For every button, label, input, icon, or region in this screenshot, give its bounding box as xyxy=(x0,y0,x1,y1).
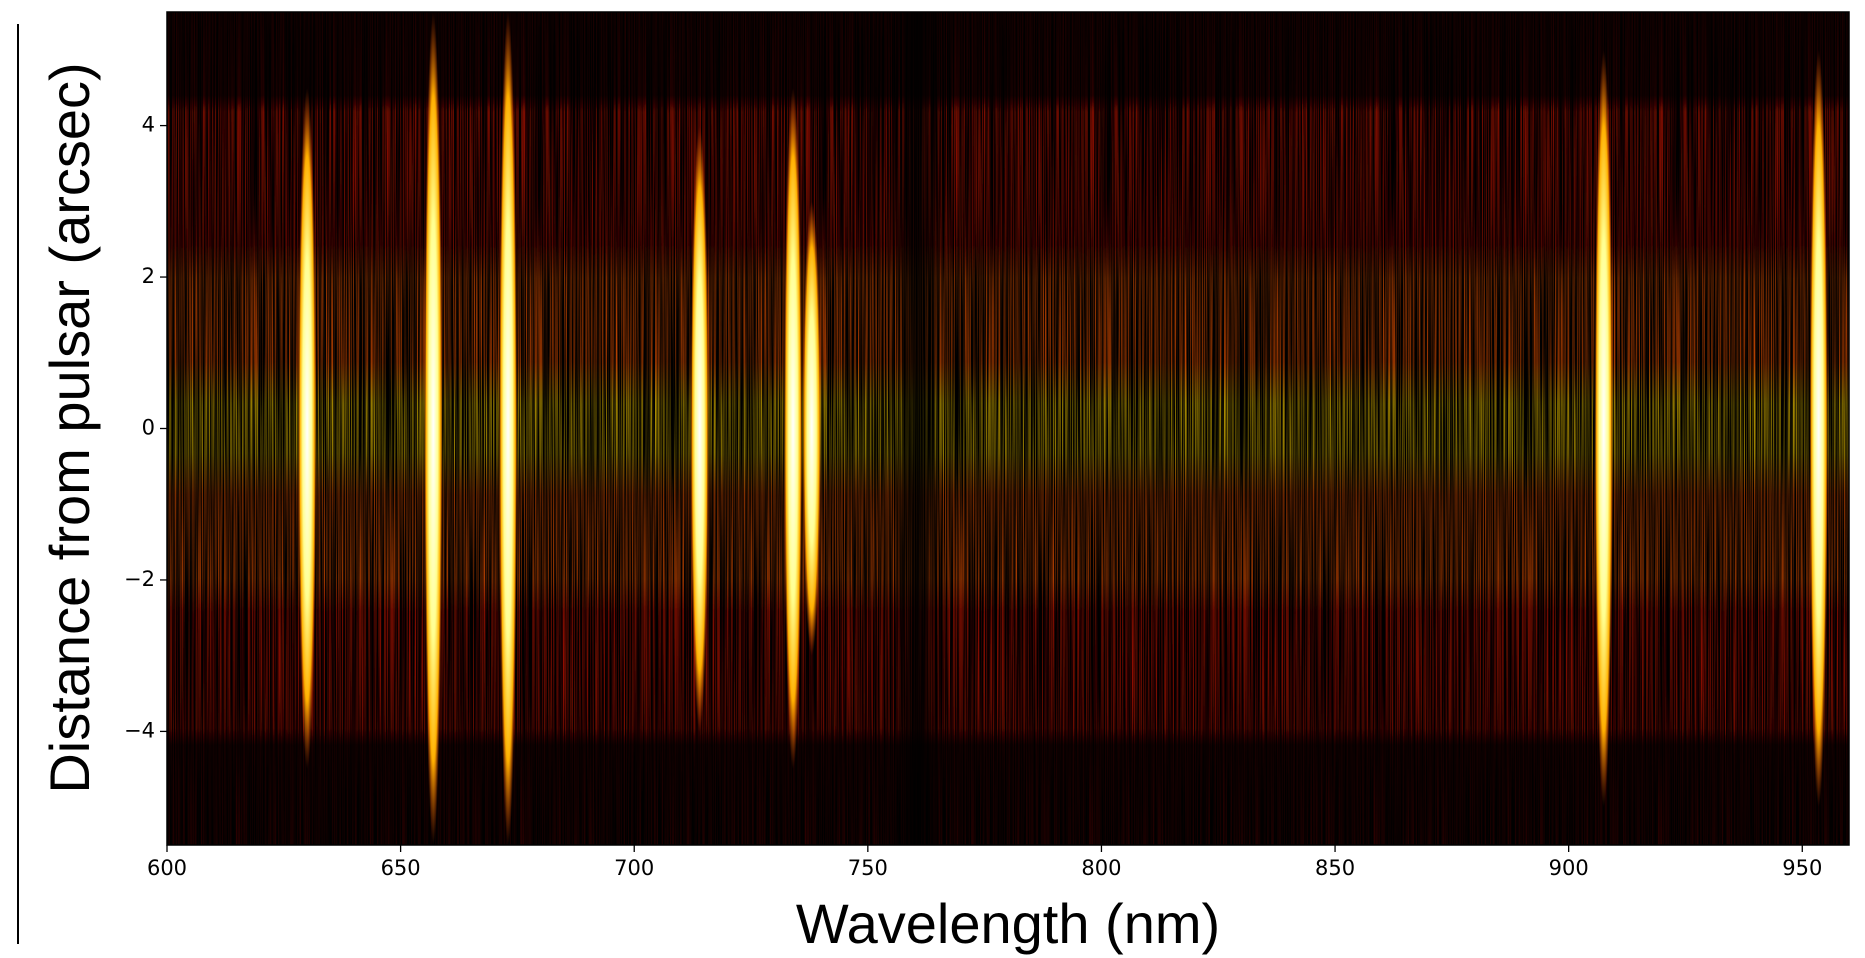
plot-area xyxy=(167,12,1849,845)
y-tick-label: 2 xyxy=(142,264,155,288)
y-tick-label: −2 xyxy=(124,567,155,591)
y-tick-label: 4 xyxy=(142,113,155,137)
heatmap-continuum xyxy=(167,12,1849,845)
x-tick-label: 800 xyxy=(1081,856,1121,880)
emission-line xyxy=(298,87,317,770)
emission-line xyxy=(499,12,518,845)
y-tick-label: −4 xyxy=(124,718,155,742)
x-tick-label: 850 xyxy=(1315,856,1355,880)
emission-line xyxy=(424,12,443,845)
x-tick-label: 900 xyxy=(1549,856,1589,880)
x-tick-label: 600 xyxy=(147,856,187,880)
emission-line xyxy=(802,201,821,656)
x-axis-label: Wavelength (nm) xyxy=(796,892,1220,955)
y-axis-label: Distance from pulsar (arcsec) xyxy=(38,62,101,793)
x-tick-label: 750 xyxy=(848,856,888,880)
x-tick-label: 700 xyxy=(614,856,654,880)
emission-line xyxy=(690,125,709,732)
emission-line xyxy=(784,87,803,770)
absorption-band xyxy=(891,12,943,845)
y-tick-label: 0 xyxy=(142,416,155,440)
emission-line xyxy=(1594,49,1613,808)
x-tick-label: 650 xyxy=(381,856,421,880)
emission-line xyxy=(1809,49,1828,808)
x-tick-label: 950 xyxy=(1782,856,1822,880)
